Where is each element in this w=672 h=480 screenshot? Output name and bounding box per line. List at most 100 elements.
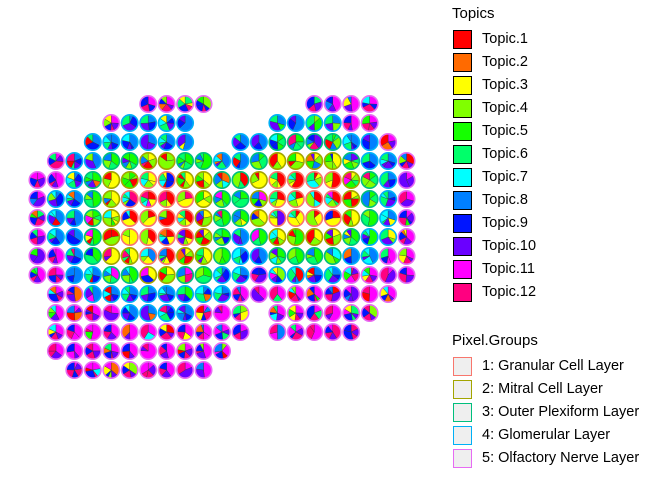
spot-pie — [157, 171, 176, 190]
spot-pie — [194, 209, 213, 228]
spot-pie — [397, 190, 416, 209]
spot-pie — [397, 247, 416, 266]
spot-pie — [323, 265, 342, 284]
spot-pie — [194, 228, 213, 247]
spot-pie — [305, 284, 324, 303]
spot-pie — [286, 133, 305, 152]
spot-pie — [65, 247, 84, 266]
spot-pie — [268, 152, 287, 171]
pixel-group-legend-item: 5: Olfactory Nerve Layer — [453, 447, 639, 469]
spot-pie — [65, 209, 84, 228]
spot-outline — [46, 247, 65, 266]
spot-pie — [194, 284, 213, 303]
spot-outline — [231, 284, 250, 303]
spot-pie — [120, 265, 139, 284]
topic-label: Topic.4 — [482, 100, 528, 116]
spot-pie — [286, 247, 305, 266]
spot-pie — [268, 247, 287, 266]
spot-outline — [120, 152, 139, 171]
spot-pie — [194, 190, 213, 209]
spot-outline — [323, 209, 342, 228]
spot-pie — [28, 171, 47, 190]
spot-pie — [157, 322, 176, 341]
topic-swatch — [453, 98, 472, 118]
spot-pie — [360, 303, 379, 322]
spot-outline — [176, 322, 195, 341]
spot-outline — [305, 209, 324, 228]
topic-swatch — [453, 29, 472, 49]
topics-legend-item: Topic.9 — [453, 212, 528, 234]
spot-pie — [379, 228, 398, 247]
spot-pie — [213, 247, 232, 266]
topics-legend-item: Topic.12 — [453, 281, 536, 303]
spot-pie — [231, 209, 250, 228]
spot-pie — [231, 284, 250, 303]
spot-pie — [213, 152, 232, 171]
spot-outline — [139, 284, 158, 303]
spot-pie — [28, 228, 47, 247]
spot-outline — [397, 228, 416, 247]
spot-outline — [83, 265, 102, 284]
spot-outline — [139, 133, 158, 152]
spot-pie — [379, 152, 398, 171]
spot-pie — [379, 265, 398, 284]
spot-outline — [286, 322, 305, 341]
spot-pie — [342, 228, 361, 247]
spot-outline — [157, 265, 176, 284]
spot-pie — [139, 303, 158, 322]
spot-outline — [213, 228, 232, 247]
spot-outline — [213, 190, 232, 209]
pixel-group-legend-item: 1: Granular Cell Layer — [453, 355, 624, 377]
spot-pie — [213, 209, 232, 228]
spot-outline — [139, 341, 158, 360]
topic-label: Topic.1 — [482, 31, 528, 47]
spot-outline — [102, 303, 121, 322]
spot-outline — [83, 247, 102, 266]
spot-pie — [397, 265, 416, 284]
spot-outline — [83, 322, 102, 341]
spot-outline — [305, 322, 324, 341]
spot-outline — [176, 190, 195, 209]
spot-outline — [379, 152, 398, 171]
spot-pie — [157, 190, 176, 209]
spot-outline — [397, 152, 416, 171]
spot-outline — [102, 265, 121, 284]
spot-pie — [102, 114, 121, 133]
spot-pie — [176, 247, 195, 266]
spot-outline — [157, 152, 176, 171]
spot-outline — [305, 171, 324, 190]
spot-pie — [268, 284, 287, 303]
spot-outline — [194, 152, 213, 171]
spot-outline — [249, 190, 268, 209]
spot-outline — [65, 228, 84, 247]
spot-pie — [305, 95, 324, 114]
spot-outline — [157, 114, 176, 133]
spot-outline — [323, 265, 342, 284]
spot-outline — [46, 265, 65, 284]
spot-pie — [231, 171, 250, 190]
topics-legend-item: Topic.3 — [453, 74, 528, 96]
spot-outline — [102, 322, 121, 341]
spot-outline — [28, 190, 47, 209]
spot-pie — [268, 303, 287, 322]
spot-outline — [65, 360, 84, 379]
spot-outline — [65, 322, 84, 341]
spot-pie — [286, 152, 305, 171]
spot-pie — [249, 152, 268, 171]
spot-pie — [305, 228, 324, 247]
spot-pie — [46, 152, 65, 171]
spot-pie — [102, 284, 121, 303]
spot-pie — [360, 190, 379, 209]
spot-outline — [286, 171, 305, 190]
spot-outline — [176, 228, 195, 247]
spot-pie — [83, 303, 102, 322]
spot-outline — [139, 171, 158, 190]
pie-slice — [92, 228, 102, 246]
spot-outline — [323, 95, 342, 114]
spot-pie — [194, 247, 213, 266]
spot-outline — [342, 133, 361, 152]
spot-outline — [102, 360, 121, 379]
spot-pie — [120, 247, 139, 266]
spot-outline — [286, 209, 305, 228]
topic-label: Topic.8 — [482, 192, 528, 208]
